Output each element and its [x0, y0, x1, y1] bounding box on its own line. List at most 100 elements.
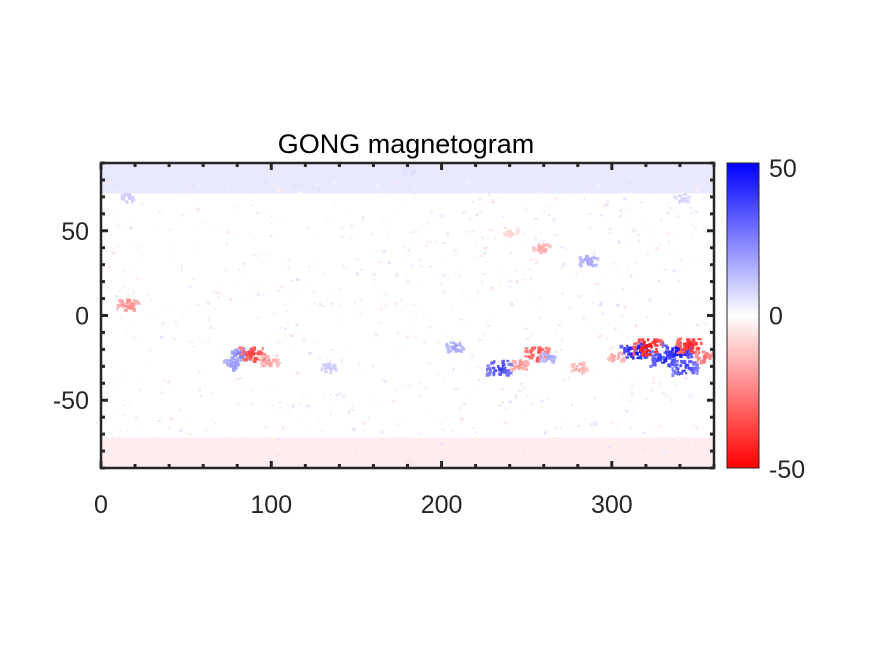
noise-pixel: [541, 405, 544, 408]
noise-pixel: [193, 228, 198, 231]
noise-pixel: [598, 334, 603, 338]
noise-pixel: [186, 440, 188, 443]
noise-pixel: [202, 341, 205, 344]
active-region-pixel: [658, 359, 662, 362]
noise-pixel: [121, 285, 126, 289]
active-region-pixel: [515, 233, 519, 236]
colorbar-tick-label: 0: [769, 303, 783, 331]
active-region-pixel: [461, 346, 465, 350]
chart-title: GONG magnetogram: [278, 129, 535, 159]
noise-pixel: [406, 335, 410, 339]
noise-pixel: [332, 217, 336, 221]
noise-pixel: [467, 392, 472, 396]
noise-pixel: [646, 315, 649, 319]
noise-pixel: [515, 269, 518, 273]
noise-pixel: [447, 276, 450, 280]
noise-pixel: [329, 393, 332, 396]
active-region-pixel: [521, 367, 525, 371]
noise-pixel: [414, 313, 418, 316]
noise-pixel: [334, 443, 337, 446]
noise-pixel: [312, 341, 315, 344]
active-region-pixel: [643, 340, 646, 345]
active-region-pixel: [275, 359, 278, 364]
active-region-pixel: [523, 360, 527, 363]
active-region-pixel: [617, 353, 620, 356]
noise-pixel: [296, 417, 300, 421]
noise-pixel: [102, 283, 106, 287]
noise-pixel: [509, 251, 512, 255]
noise-pixel: [217, 296, 220, 299]
noise-pixel: [276, 448, 280, 451]
noise-pixel: [337, 305, 341, 308]
noise-pixel: [662, 438, 666, 442]
active-region-pixel: [450, 345, 454, 348]
noise-pixel: [231, 430, 234, 434]
active-region-pixel: [459, 350, 463, 354]
noise-pixel: [117, 434, 121, 438]
noise-pixel: [160, 391, 163, 394]
noise-pixel: [150, 249, 153, 251]
active-region-pixel: [660, 340, 664, 344]
noise-pixel: [508, 327, 511, 330]
noise-pixel: [597, 295, 600, 299]
noise-pixel: [576, 294, 580, 297]
noise-pixel: [332, 188, 335, 191]
noise-pixel: [500, 387, 505, 391]
noise-pixel: [271, 314, 274, 317]
noise-pixel: [297, 401, 301, 405]
noise-pixel: [421, 310, 424, 314]
noise-pixel: [519, 382, 523, 385]
active-region-pixel: [118, 303, 123, 307]
noise-pixel: [266, 342, 269, 345]
active-region-pixel: [241, 348, 245, 351]
noise-pixel: [325, 297, 327, 301]
noise-pixel: [157, 224, 162, 227]
noise-pixel: [276, 340, 281, 344]
noise-pixel: [548, 213, 551, 216]
active-region-pixel: [578, 256, 581, 261]
noise-pixel: [439, 422, 442, 425]
noise-pixel: [422, 341, 426, 345]
noise-pixel: [616, 428, 620, 431]
noise-pixel: [138, 388, 143, 391]
active-region-pixel: [518, 362, 522, 366]
noise-pixel: [317, 420, 320, 422]
noise-pixel: [402, 384, 405, 386]
noise-pixel: [577, 444, 581, 448]
noise-pixel: [341, 395, 346, 398]
noise-pixel: [473, 341, 475, 345]
noise-pixel: [285, 322, 290, 325]
active-region-pixel: [275, 363, 280, 368]
noise-pixel: [396, 425, 400, 427]
active-region-pixel: [548, 244, 552, 249]
noise-pixel: [106, 287, 109, 289]
active-region-pixel: [682, 193, 687, 196]
noise-pixel: [179, 427, 183, 431]
active-region-pixel: [623, 352, 626, 357]
active-region-pixel: [694, 341, 698, 346]
noise-pixel: [606, 199, 610, 203]
active-region-pixel: [637, 338, 643, 342]
noise-pixel: [349, 236, 353, 240]
noise-pixel: [302, 338, 306, 341]
active-region-pixel: [121, 304, 126, 308]
noise-pixel: [436, 341, 439, 345]
active-region-pixel: [687, 366, 690, 370]
noise-pixel: [119, 380, 122, 384]
noise-pixel: [198, 336, 201, 340]
noise-pixel: [303, 283, 305, 286]
noise-pixel: [544, 450, 549, 454]
noise-pixel: [590, 422, 594, 426]
noise-pixel: [629, 181, 633, 185]
noise-pixel: [462, 403, 466, 405]
noise-pixel: [452, 254, 456, 257]
noise-pixel: [358, 310, 362, 314]
active-region-pixel: [259, 358, 263, 361]
noise-pixel: [525, 395, 530, 398]
active-region-pixel: [240, 346, 244, 349]
noise-pixel: [583, 197, 586, 201]
noise-pixel: [666, 232, 670, 236]
noise-pixel: [414, 230, 418, 233]
noise-pixel: [694, 210, 699, 214]
noise-pixel: [266, 439, 270, 442]
